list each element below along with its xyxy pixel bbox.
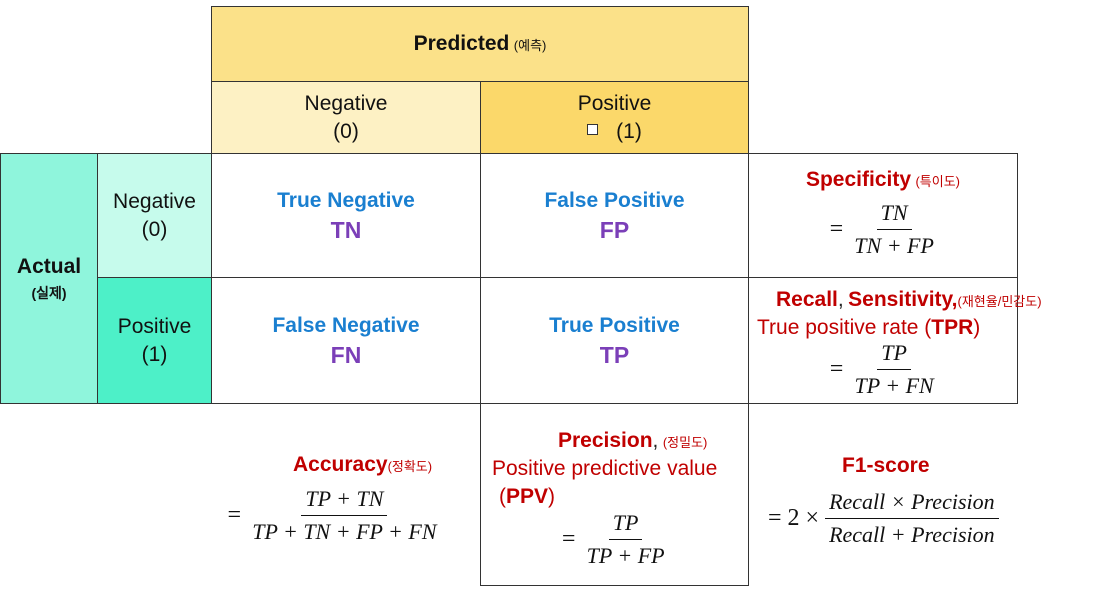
predicted-title: Predicted [413,32,510,55]
precision-subtitle: Positive predictive value [492,457,717,481]
specificity-equals: = [828,216,845,242]
f1-denominator: Recall + Precision [829,522,995,547]
precision-subtitle-text: Positive predictive value [492,457,718,480]
accuracy-equals: = [226,502,243,528]
false-negative-cell: False Negative FN [211,277,481,404]
recall-subtitle-text: True positive rate ( [757,316,932,339]
predicted-negative-header: Negative (0) [211,81,481,154]
true-positive-abbr: TP [599,341,630,368]
precision-numerator: TP [608,510,643,540]
specificity-cell: Specificity (특이도) = TN TN + FP [748,153,1018,278]
accuracy-denominator: TP + TN + FP + FN [252,519,437,544]
precision-denominator: TP + FP [586,543,665,568]
precision-cell [480,403,749,586]
recall-name: Recall [776,288,838,311]
false-positive-name: False Positive [544,188,685,212]
predicted-negative-value: (0) [333,119,359,143]
false-negative-name: False Negative [272,313,420,337]
actual-positive-label: Positive [117,314,192,338]
predicted-positive-label: Positive [577,91,652,115]
recall-numerator: TP [877,340,911,370]
specificity-ko-label: (특이도) [915,174,961,189]
precision-formula: = TP TP + FP [480,510,749,569]
recall-subtitle-abbr: TPR [931,316,974,339]
actual-positive-header: Positive (1) [97,277,212,404]
predicted-negative-label: Negative [304,91,388,115]
predicted-ko-label: (예측) [513,38,547,53]
recall-title-line: Recall, Sensitivity,(재현율/민감도) [776,288,1042,312]
true-negative-cell: True Negative TN [211,153,481,278]
accuracy-ko-label: (정확도) [387,459,433,474]
actual-positive-value: (1) [141,342,168,366]
actual-ko-label: (실제) [31,284,67,301]
precision-name: Precision [558,429,653,452]
recall-subtitle: True positive rate (TPR) [757,316,980,340]
precision-comma: , [652,429,659,452]
precision-abbr-open: ( [499,485,506,508]
f1-formula: = 2 × Recall × Precision Recall + Precis… [768,489,999,548]
recall-formula: = TP TP + FN [748,340,1018,399]
actual-title: Actual [16,254,82,278]
false-positive-abbr: FP [599,216,630,243]
precision-title: Precision, (정밀도) [558,429,707,453]
predicted-header: Predicted (예측) [211,6,749,82]
specificity-name: Specificity [805,168,912,191]
f1-title: F1-score [842,454,930,478]
specificity-denominator: TN + FP [854,233,934,258]
true-positive-name: True Positive [549,313,680,337]
recall-subtitle-end: ) [973,316,981,339]
specificity-numerator: TN [876,200,912,230]
precision-ko-label: (정밀도) [662,435,708,450]
accuracy-numerator: TP + TN [301,486,388,516]
precision-abbr-close: ) [548,485,556,508]
specificity-formula: = TN TN + FP [749,200,1017,259]
false-negative-abbr: FN [330,341,362,368]
actual-negative-header: Negative (0) [97,153,212,278]
recall-ko-label: (재현율/민감도) [957,294,1042,309]
false-positive-cell: False Positive FP [480,153,749,278]
actual-header: Actual (실제) [0,153,98,404]
predicted-positive-value: (1) [616,119,642,143]
accuracy-title: Accuracy(정확도) [293,453,432,477]
precision-equals: = [560,526,577,552]
accuracy-name: Accuracy [293,453,388,476]
checkbox-icon[interactable] [587,124,599,136]
f1-name: F1-score [842,454,930,477]
true-positive-cell: True Positive TP [480,277,749,404]
recall-cell [748,277,1018,404]
recall-equals: = [828,356,845,382]
precision-subtitle-abbr-line: (PPV) [499,485,555,509]
sensitivity-name: Sensitivity, [848,288,958,311]
recall-comma: , [837,288,844,311]
actual-negative-value: (0) [141,217,168,241]
recall-denominator: TP + FN [854,373,934,398]
predicted-positive-header: Positive (1) [480,81,749,154]
precision-abbr: PPV [506,485,549,508]
accuracy-formula: = TP + TN TP + TN + FP + FN [226,486,441,545]
actual-negative-label: Negative [113,189,196,213]
f1-equals: = 2 × [768,505,820,531]
f1-numerator: Recall × Precision [825,489,999,519]
true-negative-abbr: TN [330,216,362,243]
true-negative-name: True Negative [277,188,415,212]
